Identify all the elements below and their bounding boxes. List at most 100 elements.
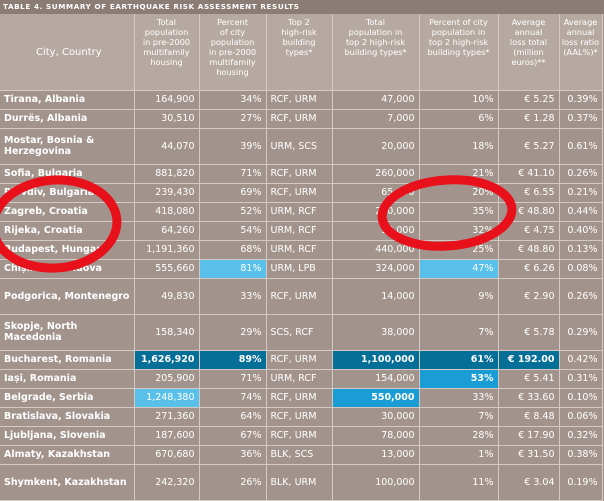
annual-loss-cell: € 41.10 (498, 164, 560, 184)
annual-loss-cell: € 33.60 (498, 388, 560, 408)
annual-loss-cell: € 48.80 (498, 240, 560, 260)
population-cell: 187,600 (134, 426, 200, 446)
percent-cell: 68% (199, 240, 267, 260)
table-row: Bucharest, Romania 1,626,920 89% RCF, URM 1,… (0, 350, 603, 370)
loss-ratio-cell: 0.13% (559, 240, 603, 260)
table-row: Plovdiv, Bulgaria 239,430 69% RCF, URM 65,00… (0, 183, 603, 203)
annual-loss-cell: € 4.75 (498, 221, 560, 241)
city-cell: Iași, Romania (0, 369, 135, 389)
top2-percent-cell: 25% (419, 240, 499, 260)
top2-population-cell: 154,000 (332, 369, 420, 389)
loss-ratio-cell: 0.21% (559, 183, 603, 203)
top2-population-cell: 14,000 (332, 278, 420, 315)
risk-summary-table: City, Country Total population in pre-20… (0, 14, 603, 501)
percent-cell: 54% (199, 221, 267, 241)
header-building-types: Top 2 high-risk building types* (266, 14, 333, 91)
city-cell: Belgrade, Serbia (0, 388, 135, 408)
building-types-cell: RCF, URM (266, 164, 333, 184)
annual-loss-cell: € 5.25 (498, 90, 560, 110)
header-percent-population: Percent of city population in pre-2000 m… (199, 14, 267, 91)
building-types-cell: RCF, URM (266, 407, 333, 427)
table-row: Bratislava, Slovakia 271,360 64% RCF, URM 30… (0, 407, 603, 427)
table-row: Shymkent, Kazakhstan 242,320 26% BLK, URM 10… (0, 464, 603, 501)
table-row: Ljubljana, Slovenia 187,600 67% RCF, URM 78,… (0, 426, 603, 446)
percent-cell: 69% (199, 183, 267, 203)
loss-ratio-cell: 0.10% (559, 388, 603, 408)
loss-ratio-cell: 0.31% (559, 369, 603, 389)
building-types-cell: BLK, SCS (266, 445, 333, 465)
annual-loss-cell: € 6.26 (498, 259, 560, 279)
building-types-cell: URM, RCF (266, 369, 333, 389)
annual-loss-cell: € 3.04 (498, 464, 560, 501)
percent-cell: 74% (199, 388, 267, 408)
top2-percent-cell: 35% (419, 202, 499, 222)
table-body: Tirana, Albania 164,900 34% RCF, URM 47,000 1… (0, 90, 603, 501)
building-types-cell: RCF, URM (266, 388, 333, 408)
percent-cell: 27% (199, 109, 267, 129)
annual-loss-cell: € 1.28 (498, 109, 560, 129)
annual-loss-cell: € 5.41 (498, 369, 560, 389)
population-cell: 1,191,360 (134, 240, 200, 260)
top2-percent-cell: 1% (419, 445, 499, 465)
city-cell: Bratislava, Slovakia (0, 407, 135, 427)
population-cell: 205,900 (134, 369, 200, 389)
top2-percent-cell: 21% (419, 164, 499, 184)
table-row: Belgrade, Serbia 1,248,380 74% RCF, URM 550,… (0, 388, 603, 408)
city-cell: Sofia, Bulgaria (0, 164, 135, 184)
header-total-population: Total population in pre-2000 multifamily… (134, 14, 200, 91)
percent-cell: 81% (199, 259, 267, 279)
percent-cell: 34% (199, 90, 267, 110)
population-cell: 1,626,920 (134, 350, 200, 370)
top2-population-cell: 65,000 (332, 183, 420, 203)
top2-population-cell: 78,000 (332, 426, 420, 446)
top2-percent-cell: 7% (419, 407, 499, 427)
city-cell: Chișinău, Moldova (0, 259, 135, 279)
city-cell: Plovdiv, Bulgaria (0, 183, 135, 203)
city-cell: Skopje, North Macedonia (0, 314, 135, 351)
population-cell: 239,430 (134, 183, 200, 203)
building-types-cell: RCF, URM (266, 350, 333, 370)
loss-ratio-cell: 0.06% (559, 407, 603, 427)
percent-cell: 26% (199, 464, 267, 501)
top2-population-cell: 550,000 (332, 388, 420, 408)
building-types-cell: RCF, URM (266, 90, 333, 110)
table-row: Almaty, Kazakhstan 670,680 36% BLK, SCS 13,0… (0, 445, 603, 465)
top2-percent-cell: 33% (419, 388, 499, 408)
top2-percent-cell: 28% (419, 426, 499, 446)
top2-percent-cell: 20% (419, 183, 499, 203)
population-cell: 881,820 (134, 164, 200, 184)
loss-ratio-cell: 0.42% (559, 350, 603, 370)
city-cell: Durrës, Albania (0, 109, 135, 129)
loss-ratio-cell: 0.26% (559, 164, 603, 184)
loss-ratio-cell: 0.61% (559, 128, 603, 165)
city-cell: Bucharest, Romania (0, 350, 135, 370)
top2-population-cell: 20,000 (332, 128, 420, 165)
table-row: Iași, Romania 205,900 71% URM, RCF 154,000 53… (0, 369, 603, 389)
top2-population-cell: 38,000 (332, 221, 420, 241)
top2-percent-cell: 10% (419, 90, 499, 110)
city-cell: Ljubljana, Slovenia (0, 426, 135, 446)
building-types-cell: URM, RCF (266, 202, 333, 222)
annual-loss-cell: € 6.55 (498, 183, 560, 203)
population-cell: 64,260 (134, 221, 200, 241)
top2-population-cell: 260,000 (332, 164, 420, 184)
city-cell: Podgorica, Montenegro (0, 278, 135, 315)
building-types-cell: RCF, URM (266, 278, 333, 315)
city-cell: Zagreb, Croatia (0, 202, 135, 222)
city-cell: Rijeka, Croatia (0, 221, 135, 241)
building-types-cell: RCF, URM (266, 109, 333, 129)
loss-ratio-cell: 0.40% (559, 221, 603, 241)
top2-population-cell: 30,000 (332, 407, 420, 427)
percent-cell: 64% (199, 407, 267, 427)
percent-cell: 33% (199, 278, 267, 315)
top2-population-cell: 7,000 (332, 109, 420, 129)
percent-cell: 36% (199, 445, 267, 465)
top2-percent-cell: 32% (419, 221, 499, 241)
population-cell: 242,320 (134, 464, 200, 501)
building-types-cell: SCS, RCF (266, 314, 333, 351)
loss-ratio-cell: 0.39% (559, 90, 603, 110)
table-row: Tirana, Albania 164,900 34% RCF, URM 47,000 1… (0, 90, 603, 110)
building-types-cell: RCF, URM (266, 183, 333, 203)
annual-loss-cell: € 5.78 (498, 314, 560, 351)
population-cell: 164,900 (134, 90, 200, 110)
